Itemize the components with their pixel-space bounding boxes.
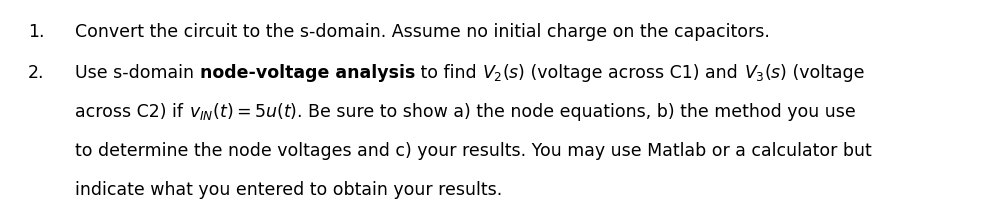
Text: (voltage: (voltage (787, 63, 865, 81)
Text: . Be sure to show a) the node equations, b) the method you use: . Be sure to show a) the node equations,… (297, 102, 856, 120)
Text: Use s-domain: Use s-domain (75, 63, 199, 81)
Text: Convert the circuit to the s-domain. Assume no initial charge on the capacitors.: Convert the circuit to the s-domain. Ass… (75, 23, 770, 41)
Text: $V_2(s)$: $V_2(s)$ (482, 62, 525, 83)
Text: 2.: 2. (28, 63, 44, 81)
Text: $v_{IN}(t) = 5u(t)$: $v_{IN}(t) = 5u(t)$ (188, 101, 297, 122)
Text: (voltage across C1) and: (voltage across C1) and (525, 63, 743, 81)
Text: to find: to find (415, 63, 482, 81)
Text: to determine the node voltages and c) your results. You may use Matlab or a calc: to determine the node voltages and c) yo… (75, 141, 872, 159)
Text: 1.: 1. (28, 23, 44, 41)
Text: indicate what you entered to obtain your results.: indicate what you entered to obtain your… (75, 180, 502, 198)
Text: across C2) if: across C2) if (75, 102, 188, 120)
Text: $V_3(s)$: $V_3(s)$ (743, 62, 787, 83)
Text: node-voltage analysis: node-voltage analysis (199, 63, 415, 81)
